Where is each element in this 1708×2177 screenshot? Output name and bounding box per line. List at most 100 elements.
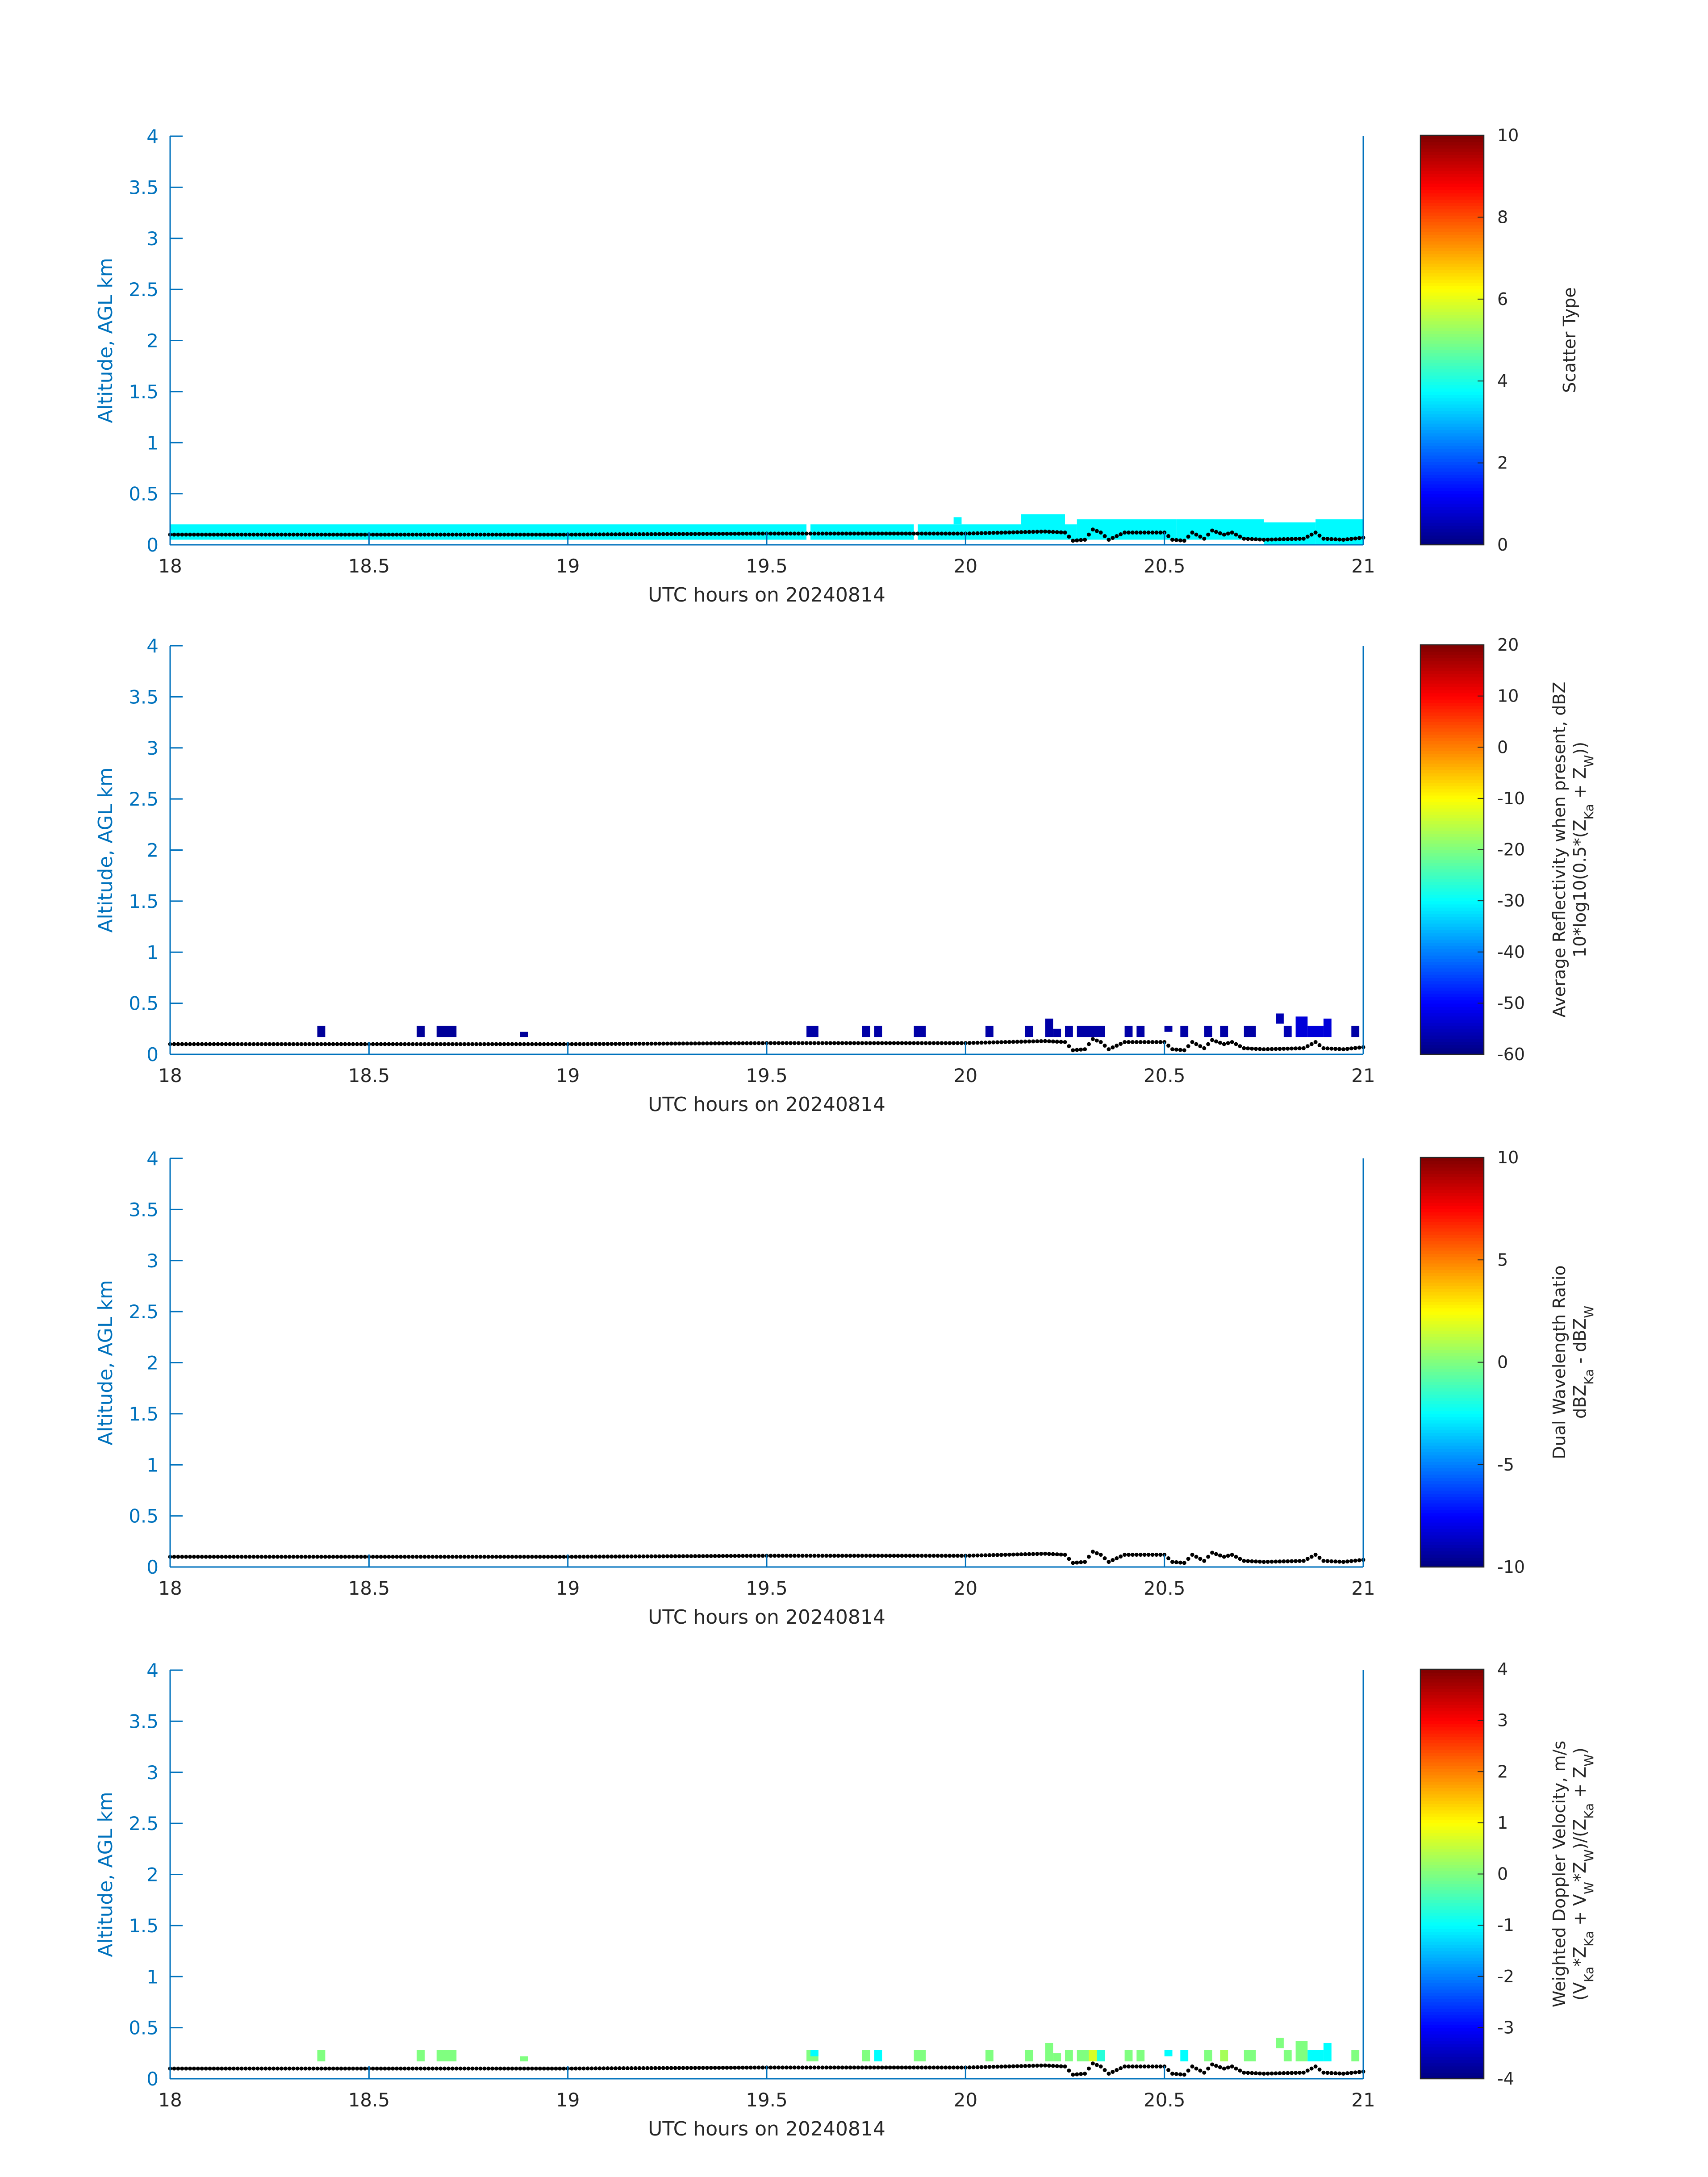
ground-dot [263,1554,268,1559]
colorbar-segment [1420,202,1484,206]
colorbar-segment [1420,362,1484,366]
colorbar-segment [1420,458,1484,462]
colorbar-segment [1420,1353,1484,1357]
ground-dot [900,2065,904,2070]
ground-dot [454,1554,459,1559]
colorbar-segment [1420,394,1484,398]
ground-dot [940,2065,944,2070]
ground-dot [677,532,681,536]
colorbar-segment [1420,183,1484,187]
colorbar-segment [1420,2075,1484,2079]
data-cell [1276,1013,1284,1024]
ground-dot [474,1042,479,1046]
colorbar-segment [1420,212,1484,216]
colorbar-segment [1420,529,1484,533]
ground-dot [1290,1559,1294,1563]
ground-dot [184,532,188,537]
ground-dot [1238,1044,1242,1049]
ground-dot [1043,529,1047,534]
ground-dot [1194,2066,1199,2071]
ground-dot [1309,1554,1314,1559]
colorbar-tick-label: 5 [1497,1250,1508,1270]
ground-dot [741,1041,745,1045]
colorbar-segment [1420,1685,1484,1689]
colorbar-segment [1420,651,1484,655]
ground-dot [1325,1046,1330,1051]
ground-dot [271,532,276,537]
ground-dot [438,532,443,537]
colorbar-segment [1420,1269,1484,1273]
data-cell [1065,2050,1073,2062]
ground-dot [1186,2068,1190,2073]
ground-dot [820,2065,825,2070]
ground-dot [1098,2064,1103,2069]
ground-dot [940,1554,944,1558]
ground-dot [781,1554,785,1558]
ground-dot [705,1554,709,1559]
colorbar-segment [1420,384,1484,389]
ground-dot [701,1554,705,1559]
ground-dot [701,1041,705,1046]
ground-dot [621,1554,626,1559]
ground-dot [1206,1042,1211,1046]
ground-dot [1282,1559,1286,1563]
ground-dot [785,1554,789,1558]
colorbar-segment [1420,916,1484,921]
colorbar-segment [1420,372,1484,376]
ground-dot [868,1554,873,1558]
ground-dot [836,1554,840,1558]
colorbar-segment [1420,337,1484,341]
colorbar-segment [1420,1788,1484,1792]
colorbar-segment [1420,1522,1484,1526]
colorbar-segment [1420,1781,1484,1785]
ground-dot [645,532,650,536]
colorbar-segment [1420,1797,1484,1801]
ground-dot [1305,1044,1310,1049]
ground-dot [756,1554,761,1558]
ground-dot [629,1554,634,1559]
colorbar-segment [1420,1957,1484,1961]
colorbar-segment [1420,234,1484,238]
colorbar-segment [1420,773,1484,777]
ground-dot [752,531,757,536]
ground-dot [327,1042,331,1046]
ground-dot [777,1041,781,1045]
ground-dot [884,531,888,536]
ground-dot [673,1554,677,1559]
colorbar-segment [1420,1266,1484,1270]
colorbar-segment [1420,1688,1484,1692]
ground-dot [1238,1557,1242,1561]
ground-dot [498,1042,502,1046]
colorbar-segment [1420,2056,1484,2060]
data-cell [1244,1025,1256,1037]
colorbar-label: Average Reflectivity when present, dBZ [1549,682,1569,1018]
colorbar-segment [1420,192,1484,197]
colorbar-segment [1420,1842,1484,1846]
ground-dot [363,1554,367,1559]
colorbar-segment [1420,1413,1484,1417]
data-cell [1204,1025,1212,1037]
colorbar-segment [1420,414,1484,418]
ground-dot [581,532,586,537]
ground-dot [860,531,864,536]
ground-dot [952,2065,956,2070]
ground-dot [263,2066,268,2071]
colorbar-segment [1420,1410,1484,1414]
colorbar-segment [1420,843,1484,847]
ground-dot [542,532,546,537]
colorbar-segment [1420,1304,1484,1308]
colorbar-tick-label: -30 [1497,891,1525,911]
y-tick-label: 3 [146,1762,159,1784]
ground-dot [247,532,252,537]
ground-dot [1075,2072,1079,2077]
colorbar-segment [1420,1257,1484,1261]
colorbar-segment [1420,753,1484,757]
ground-dot [1047,1552,1051,1556]
ground-dot [852,2065,856,2070]
ground-dot [573,532,578,537]
ground-dot [1130,1040,1135,1045]
colorbar-segment [1420,410,1484,414]
ground-dot [681,532,685,536]
colorbar-segment [1420,1205,1484,1209]
colorbar-segment [1420,1720,1484,1724]
